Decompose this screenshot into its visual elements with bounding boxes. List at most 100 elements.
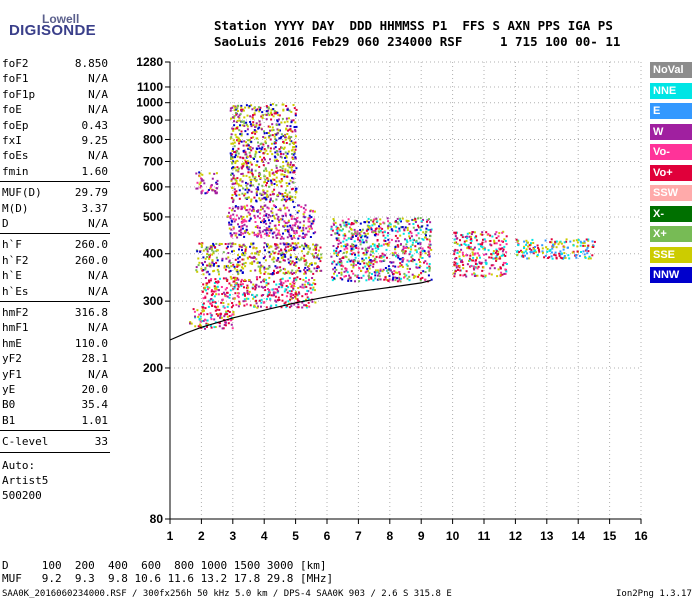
param-row-fof1: foF1 N/A bbox=[2, 71, 108, 86]
echo-point bbox=[523, 240, 526, 243]
echo-point bbox=[374, 258, 377, 260]
x-tick-label: 1 bbox=[167, 529, 174, 543]
echo-point bbox=[368, 227, 371, 230]
echo-point bbox=[294, 130, 297, 133]
echo-point bbox=[280, 249, 283, 252]
echo-point bbox=[235, 121, 238, 123]
echo-point bbox=[344, 234, 347, 237]
echo-point bbox=[308, 269, 311, 272]
echo-point bbox=[260, 301, 263, 304]
echo-point bbox=[465, 275, 468, 278]
echo-point bbox=[265, 222, 268, 225]
echo-point bbox=[396, 237, 399, 240]
echo-point bbox=[285, 117, 288, 120]
echo-point bbox=[222, 251, 225, 254]
echo-point bbox=[226, 291, 229, 294]
echo-point bbox=[235, 151, 238, 154]
echo-point bbox=[312, 286, 315, 289]
echo-point bbox=[418, 266, 421, 269]
param-value: 3.37 bbox=[81, 201, 109, 215]
echo-point bbox=[409, 237, 411, 240]
echo-point bbox=[275, 266, 278, 269]
echo-point bbox=[231, 156, 234, 159]
echo-point bbox=[237, 285, 240, 288]
echo-point bbox=[282, 267, 285, 270]
echo-point bbox=[288, 117, 290, 120]
echo-point bbox=[299, 226, 302, 229]
echo-point bbox=[410, 256, 413, 259]
echo-point bbox=[383, 259, 386, 262]
echo-point bbox=[315, 248, 318, 251]
echo-point bbox=[485, 263, 488, 266]
param-row-b1: B1 1.01 bbox=[2, 413, 108, 428]
echo-point bbox=[300, 256, 303, 259]
echo-point bbox=[537, 247, 540, 249]
echo-point bbox=[419, 253, 422, 256]
echo-point bbox=[412, 276, 415, 279]
echo-point bbox=[238, 302, 241, 305]
echo-point bbox=[236, 155, 239, 158]
echo-point bbox=[293, 248, 296, 251]
echo-point bbox=[287, 150, 290, 153]
echo-point bbox=[453, 238, 456, 241]
echo-point bbox=[255, 284, 258, 287]
echo-point bbox=[294, 196, 297, 199]
echo-point bbox=[268, 173, 271, 176]
echo-point bbox=[234, 205, 237, 208]
echo-point bbox=[208, 279, 210, 282]
echo-point bbox=[303, 272, 306, 275]
echo-point bbox=[292, 164, 295, 167]
echo-point bbox=[302, 236, 305, 239]
param-value: N/A bbox=[88, 269, 108, 283]
echo-point bbox=[295, 294, 298, 297]
echo-point bbox=[234, 292, 237, 295]
echo-point bbox=[303, 211, 306, 214]
echo-point bbox=[273, 183, 276, 185]
echo-point bbox=[238, 233, 241, 236]
echo-point bbox=[331, 279, 334, 282]
echo-point bbox=[309, 236, 312, 238]
echo-point bbox=[257, 145, 260, 147]
echo-point bbox=[204, 260, 206, 263]
echo-point bbox=[455, 237, 458, 240]
echo-point bbox=[206, 248, 209, 251]
echo-point bbox=[385, 278, 387, 281]
echo-point bbox=[561, 257, 563, 260]
echo-point bbox=[264, 196, 267, 199]
echo-point bbox=[308, 305, 311, 308]
echo-point bbox=[223, 265, 226, 268]
echo-point bbox=[245, 141, 247, 144]
echo-point bbox=[217, 293, 220, 296]
echo-point bbox=[224, 243, 227, 245]
echo-point bbox=[195, 269, 198, 272]
param-value: N/A bbox=[88, 321, 108, 335]
echo-point bbox=[282, 237, 285, 240]
echo-point bbox=[279, 252, 282, 255]
echo-point bbox=[335, 247, 338, 250]
echo-point bbox=[379, 260, 382, 263]
echo-point bbox=[350, 270, 353, 273]
echo-point bbox=[275, 160, 278, 162]
legend-sse: SSE bbox=[650, 246, 692, 263]
echo-point bbox=[268, 276, 271, 279]
echo-point bbox=[279, 218, 282, 221]
echo-point bbox=[550, 241, 553, 244]
echo-point bbox=[251, 231, 254, 234]
echo-point bbox=[277, 296, 280, 299]
param-name: hmF2 bbox=[2, 306, 29, 319]
echo-point bbox=[202, 249, 205, 252]
echo-point bbox=[261, 207, 264, 210]
echo-point bbox=[332, 268, 335, 271]
echo-point bbox=[269, 198, 272, 201]
echo-point bbox=[280, 185, 283, 188]
echo-point bbox=[462, 255, 465, 258]
echo-point bbox=[375, 217, 378, 220]
echo-point bbox=[481, 269, 484, 272]
echo-point bbox=[284, 280, 287, 283]
echo-point bbox=[287, 171, 290, 174]
echo-point bbox=[580, 251, 582, 253]
echo-point bbox=[516, 253, 519, 256]
echo-point bbox=[406, 226, 409, 229]
echo-point bbox=[230, 158, 232, 160]
echo-point bbox=[259, 106, 262, 109]
